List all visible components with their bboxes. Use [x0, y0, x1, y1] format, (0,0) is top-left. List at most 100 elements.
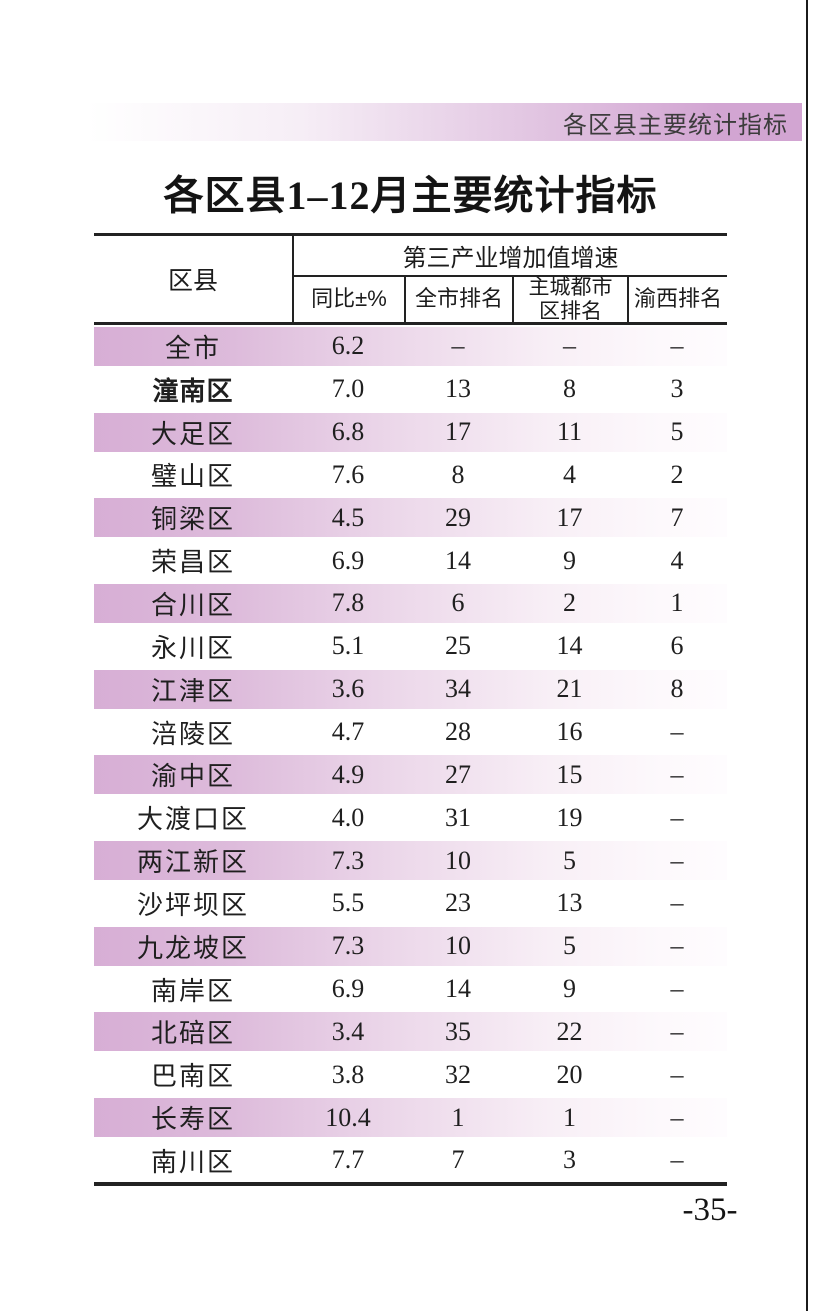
yuxi-rank-value: – [670, 888, 684, 918]
table-row: 全市 6.2 – – – [94, 325, 727, 368]
metro-rank-value: 21 [556, 674, 583, 704]
yuxi-rank-value: – [670, 974, 684, 1004]
yuxi-rank-value: 8 [670, 674, 684, 704]
table-row: 江津区 3.6 34 21 8 [94, 667, 727, 711]
yuxi-rank-value: – [670, 802, 684, 832]
metro-rank-value: 5 [563, 845, 576, 875]
city-rank-value: 32 [445, 1059, 471, 1089]
region-name: 永川区 [150, 633, 235, 663]
metro-rank-value: 16 [556, 717, 583, 747]
city-rank-value: 10 [445, 931, 471, 961]
yoy-value: 10.4 [325, 1102, 371, 1132]
yoy-value: 4.5 [331, 502, 365, 532]
region-name: 两江新区 [136, 848, 249, 878]
metro-rank-value: 4 [563, 459, 576, 489]
yoy-value: 5.5 [331, 888, 365, 918]
page-edge-line [806, 0, 808, 1311]
metro-rank-value: 22 [556, 1016, 583, 1046]
city-rank-value: 27 [445, 759, 471, 789]
header-region: 区县 [167, 267, 218, 295]
yoy-value: 4.7 [331, 717, 365, 747]
city-rank-value: 14 [445, 974, 471, 1004]
table-row: 南岸区 6.9 14 9 – [94, 968, 727, 1011]
region-name: 北碚区 [150, 1019, 235, 1049]
yuxi-rank-value: 3 [670, 374, 684, 404]
metro-rank-value: 11 [556, 417, 583, 447]
section-banner: 各区县主要统计指标 [86, 103, 802, 141]
metro-rank-value: 14 [556, 631, 583, 661]
city-rank-value: 28 [445, 717, 471, 747]
table-row: 长寿区 10.4 1 1 – [94, 1096, 727, 1140]
region-name: 涪陵区 [150, 719, 235, 749]
city-rank-value: 10 [445, 845, 471, 875]
metro-rank-value: 15 [556, 759, 583, 789]
table-header: 区县 第三产业增加值增速 同比±% 全市排名 主城都市区排名 渝西排名 [94, 233, 727, 325]
yuxi-rank-value: – [670, 1059, 684, 1089]
header-yuxi-rank: 渝西排名 [627, 277, 727, 322]
region-name: 渝中区 [150, 762, 235, 792]
page-number: -35- [682, 1192, 738, 1228]
region-name: 潼南区 [152, 375, 234, 406]
yoy-value: 6.9 [331, 545, 365, 575]
yuxi-rank-value: 4 [670, 545, 684, 575]
metro-rank-value: 17 [556, 502, 583, 532]
table-row: 永川区 5.1 25 14 6 [94, 625, 727, 668]
yuxi-rank-value: – [670, 759, 684, 789]
table-row: 北碚区 3.4 35 22 – [94, 1010, 727, 1054]
region-name: 铜梁区 [150, 505, 235, 535]
metro-rank-value: 9 [563, 545, 576, 575]
city-rank-value: 8 [451, 459, 465, 489]
metro-rank-value: 19 [556, 802, 583, 832]
yoy-value: 4.9 [331, 759, 365, 789]
metro-rank-value: 9 [563, 974, 576, 1004]
city-rank-value: – [451, 331, 465, 361]
region-name: 九龙坡区 [136, 933, 249, 963]
region-name: 长寿区 [150, 1105, 235, 1135]
city-rank-value: 6 [451, 588, 465, 618]
yoy-value: 7.8 [331, 588, 365, 618]
header-metro-rank-label: 主城都市区排名 [528, 276, 613, 323]
yuxi-rank-value: – [670, 717, 684, 747]
header-yoy: 同比±% [292, 277, 404, 322]
table-row: 大渡口区 4.0 31 19 – [94, 796, 727, 839]
yoy-value: 7.3 [331, 931, 365, 961]
table-row: 南川区 7.7 7 3 – [94, 1139, 727, 1182]
yoy-value: 3.6 [331, 674, 365, 704]
city-rank-value: 14 [445, 545, 471, 575]
yuxi-rank-value: 6 [670, 631, 684, 661]
city-rank-value: 25 [445, 631, 471, 661]
header-group-tertiary-industry: 第三产业增加值增速 [292, 236, 727, 277]
table-row: 沙坪坝区 5.5 23 13 – [94, 882, 727, 925]
table-row: 两江新区 7.3 10 5 – [94, 839, 727, 882]
metro-rank-value: 1 [563, 1102, 576, 1132]
table-row: 九龙坡区 7.3 10 5 – [94, 924, 727, 968]
region-name: 巴南区 [150, 1062, 235, 1092]
table-row: 大足区 6.8 17 11 5 [94, 410, 727, 454]
yoy-value: 7.7 [331, 1145, 365, 1175]
yoy-value: 7.6 [331, 459, 365, 489]
yoy-value: 6.2 [331, 331, 365, 361]
metro-rank-value: 20 [556, 1059, 583, 1089]
yuxi-rank-value: – [670, 931, 684, 961]
table-body: 全市 6.2– – – 潼南区 7.0 13 8 3 大足区 6.8 17 11 5 璧山区 7.6 8 4 2 铜梁… [94, 325, 727, 1186]
yuxi-rank-value: – [670, 1145, 684, 1175]
yuxi-rank-value: 7 [670, 502, 684, 532]
yuxi-rank-value: – [670, 845, 684, 875]
yoy-value: 3.8 [331, 1059, 365, 1089]
yoy-value: 5.1 [331, 631, 365, 661]
region-name: 南川区 [150, 1147, 235, 1177]
yuxi-rank-value: 5 [670, 417, 684, 447]
city-rank-value: 35 [445, 1016, 471, 1046]
section-banner-label: 各区县主要统计指标 [563, 111, 788, 139]
table-row: 潼南区 7.0 13 8 3 [94, 368, 727, 411]
table-row: 铜梁区 4.5 29 17 7 [94, 496, 727, 540]
metro-rank-value: 2 [563, 588, 576, 618]
metro-rank-value: 3 [563, 1145, 576, 1175]
region-name: 璧山区 [150, 462, 235, 492]
yuxi-rank-value: – [670, 1016, 684, 1046]
city-rank-value: 29 [445, 502, 471, 532]
page-title: 各区县1–12月主要统计指标 [163, 173, 658, 218]
header-city-rank: 全市排名 [404, 277, 512, 322]
yoy-value: 4.0 [331, 802, 365, 832]
